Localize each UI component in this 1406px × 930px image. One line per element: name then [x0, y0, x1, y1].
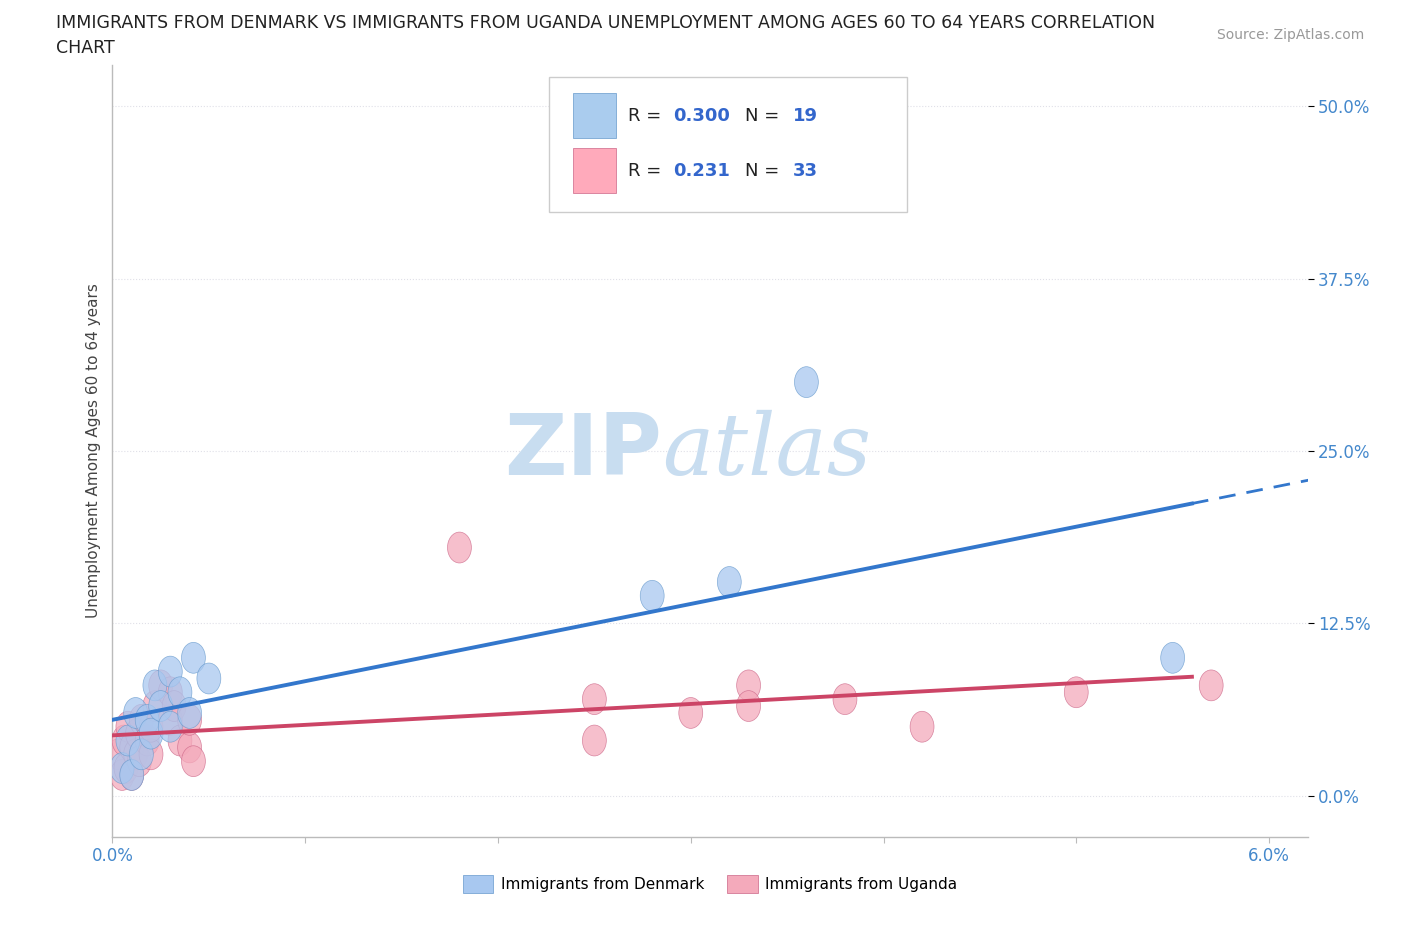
Ellipse shape [135, 704, 159, 736]
Text: 0.231: 0.231 [673, 162, 730, 179]
Ellipse shape [162, 691, 186, 722]
Ellipse shape [135, 725, 159, 756]
FancyBboxPatch shape [548, 76, 907, 212]
Ellipse shape [640, 580, 664, 611]
Ellipse shape [110, 760, 134, 790]
Text: ZIP: ZIP [505, 409, 662, 493]
Text: IMMIGRANTS FROM DENMARK VS IMMIGRANTS FROM UGANDA UNEMPLOYMENT AMONG AGES 60 TO : IMMIGRANTS FROM DENMARK VS IMMIGRANTS FR… [56, 14, 1156, 32]
FancyBboxPatch shape [572, 93, 616, 139]
Ellipse shape [181, 643, 205, 673]
Ellipse shape [582, 684, 606, 714]
Ellipse shape [128, 746, 152, 777]
Ellipse shape [110, 752, 134, 783]
Ellipse shape [737, 670, 761, 701]
Text: N =: N = [745, 162, 785, 179]
Ellipse shape [794, 366, 818, 397]
Ellipse shape [139, 711, 163, 742]
Ellipse shape [120, 760, 143, 790]
Text: atlas: atlas [662, 410, 872, 492]
Ellipse shape [1199, 670, 1223, 701]
Ellipse shape [679, 698, 703, 728]
Text: CHART: CHART [56, 39, 115, 57]
Ellipse shape [1161, 643, 1185, 673]
Ellipse shape [112, 725, 136, 756]
Text: 19: 19 [793, 107, 817, 125]
Ellipse shape [717, 566, 741, 597]
Ellipse shape [159, 711, 183, 742]
FancyBboxPatch shape [572, 148, 616, 193]
Ellipse shape [159, 704, 183, 736]
Ellipse shape [149, 670, 173, 701]
Ellipse shape [167, 725, 191, 756]
Y-axis label: Unemployment Among Ages 60 to 64 years: Unemployment Among Ages 60 to 64 years [86, 284, 101, 618]
Ellipse shape [177, 698, 201, 728]
Ellipse shape [107, 738, 131, 770]
Text: R =: R = [627, 107, 666, 125]
Ellipse shape [447, 532, 471, 563]
Ellipse shape [177, 704, 201, 736]
Text: N =: N = [745, 107, 785, 125]
Ellipse shape [124, 738, 148, 770]
Ellipse shape [115, 711, 139, 742]
Ellipse shape [582, 725, 606, 756]
Ellipse shape [129, 738, 153, 770]
Ellipse shape [115, 725, 139, 756]
Text: R =: R = [627, 162, 666, 179]
Ellipse shape [832, 684, 856, 714]
Text: 33: 33 [793, 162, 817, 179]
Ellipse shape [910, 711, 934, 742]
Ellipse shape [139, 738, 163, 770]
Text: Source: ZipAtlas.com: Source: ZipAtlas.com [1216, 28, 1364, 42]
Text: 0.300: 0.300 [673, 107, 730, 125]
Ellipse shape [167, 677, 191, 708]
Ellipse shape [159, 657, 183, 687]
Ellipse shape [129, 704, 153, 736]
Ellipse shape [125, 718, 149, 749]
Ellipse shape [114, 752, 138, 783]
Ellipse shape [143, 670, 167, 701]
Ellipse shape [181, 746, 205, 777]
Legend: Immigrants from Denmark, Immigrants from Uganda: Immigrants from Denmark, Immigrants from… [457, 869, 963, 898]
Ellipse shape [124, 698, 148, 728]
Ellipse shape [159, 677, 183, 708]
Ellipse shape [143, 691, 167, 722]
Ellipse shape [149, 691, 173, 722]
Ellipse shape [120, 760, 143, 790]
Ellipse shape [737, 691, 761, 722]
Ellipse shape [197, 663, 221, 694]
Ellipse shape [139, 718, 163, 749]
Ellipse shape [1064, 677, 1088, 708]
Ellipse shape [120, 732, 143, 763]
Ellipse shape [177, 732, 201, 763]
